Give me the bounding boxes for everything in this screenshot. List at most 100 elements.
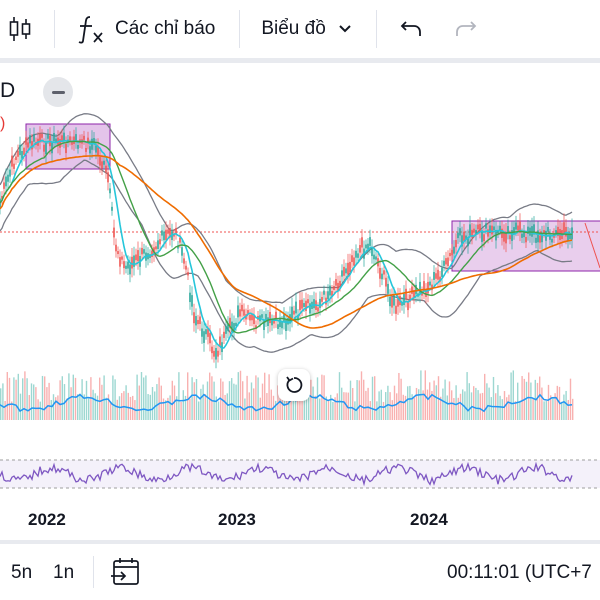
- volume-bar: [446, 395, 448, 420]
- candle-body: [165, 229, 167, 241]
- volume-bar: [327, 400, 330, 420]
- chart-type-button[interactable]: Biểu đồ: [240, 0, 351, 58]
- candle-body: [47, 134, 49, 139]
- candle-body: [437, 269, 439, 280]
- indicators-label: Các chỉ báo: [115, 18, 216, 39]
- chevron-down-icon: [339, 25, 351, 33]
- candle-body: [309, 303, 311, 314]
- candle-body: [569, 233, 571, 240]
- volume-bar: [178, 372, 180, 420]
- candle-body: [59, 139, 61, 148]
- candle-body: [133, 255, 135, 267]
- volume-bar: [347, 392, 349, 420]
- volume-bar: [521, 376, 523, 420]
- candle-body: [163, 231, 165, 241]
- volume-bar: [189, 398, 191, 420]
- volume-bar: [35, 387, 37, 420]
- volume-bar: [481, 392, 484, 420]
- candle-body: [5, 176, 7, 187]
- volume-bar: [554, 393, 556, 420]
- volume-bar: [279, 395, 281, 420]
- volume-bar: [204, 394, 206, 420]
- volume-bar: [127, 392, 129, 420]
- candle-body: [255, 325, 257, 329]
- volume-bar: [22, 378, 24, 420]
- chart-style-button[interactable]: [0, 0, 36, 58]
- volume-bar: [180, 401, 182, 420]
- volume-bar: [94, 393, 96, 420]
- candle-body: [113, 227, 115, 238]
- candle-body: [249, 314, 251, 321]
- candle-body: [207, 327, 209, 337]
- volume-bar: [110, 401, 112, 420]
- candle-body: [17, 150, 19, 157]
- volume-bar: [316, 377, 319, 420]
- volume-bar: [11, 401, 13, 420]
- candle-body: [323, 290, 325, 295]
- volume-bar: [374, 376, 376, 420]
- candle-body: [483, 234, 485, 242]
- volume-bar: [83, 394, 85, 420]
- range-5y-button[interactable]: 5n: [11, 562, 33, 583]
- volume-bar: [299, 395, 301, 420]
- chart-pane[interactable]: D ) 2022 2023 2024: [0, 63, 600, 540]
- volume-bar: [224, 394, 226, 420]
- candle-body: [351, 255, 353, 263]
- candle-body: [533, 224, 535, 235]
- volume-bar: [396, 393, 398, 420]
- volume-bar: [52, 394, 55, 420]
- candle-body: [269, 311, 271, 324]
- candle-body: [433, 272, 435, 280]
- volume-bar: [550, 395, 552, 420]
- volume-bar: [440, 396, 442, 420]
- candle-body: [459, 228, 461, 236]
- undo-button[interactable]: [377, 0, 435, 58]
- candle-body: [431, 284, 433, 291]
- volume-bar: [57, 395, 59, 420]
- reset-chart-button[interactable]: [278, 369, 310, 401]
- volume-bar: [308, 378, 310, 420]
- volume-bar: [336, 393, 338, 420]
- range-1y-button[interactable]: 1n: [53, 562, 75, 583]
- redo-button[interactable]: [435, 0, 477, 58]
- clock-timezone[interactable]: 00:11:01 (UTC+7: [447, 562, 592, 583]
- volume-bar: [202, 384, 204, 420]
- volume-bar: [13, 377, 15, 420]
- ma-fast-line: [0, 139, 573, 350]
- candle-body: [331, 290, 333, 297]
- redo-icon: [455, 21, 477, 36]
- volume-bar: [167, 397, 169, 420]
- volume-bar: [312, 386, 314, 420]
- volume-bar: [248, 392, 250, 420]
- candle-body: [209, 333, 211, 344]
- volume-bar: [376, 401, 378, 420]
- volume-bar: [215, 396, 217, 420]
- candle-body: [409, 294, 411, 302]
- volume-bar: [288, 390, 290, 420]
- candle-body: [425, 289, 427, 297]
- volume-bar: [367, 387, 369, 420]
- price-chart[interactable]: [0, 63, 600, 540]
- volume-bar: [217, 401, 220, 420]
- candle-body: [455, 239, 457, 248]
- candle-body: [349, 261, 351, 273]
- candle-body: [233, 323, 235, 333]
- collapse-legend-button[interactable]: [43, 77, 73, 107]
- candle-body: [457, 232, 459, 239]
- volume-bar: [490, 397, 492, 420]
- volume-bar: [140, 372, 143, 420]
- volume-bar: [116, 399, 118, 420]
- volume-bar: [451, 390, 453, 420]
- volume-bar: [492, 376, 495, 420]
- volume-bar: [341, 387, 343, 420]
- goto-date-button[interactable]: [110, 556, 144, 588]
- candle-body: [221, 342, 223, 353]
- indicators-button[interactable]: Các chỉ báo: [55, 0, 215, 58]
- candle-body: [463, 231, 465, 242]
- candle-body: [1, 195, 3, 200]
- volume-bar: [545, 401, 547, 420]
- volume-bar: [147, 394, 149, 420]
- candle-body: [189, 292, 191, 303]
- candle-body: [107, 172, 109, 183]
- candle-body: [63, 132, 65, 142]
